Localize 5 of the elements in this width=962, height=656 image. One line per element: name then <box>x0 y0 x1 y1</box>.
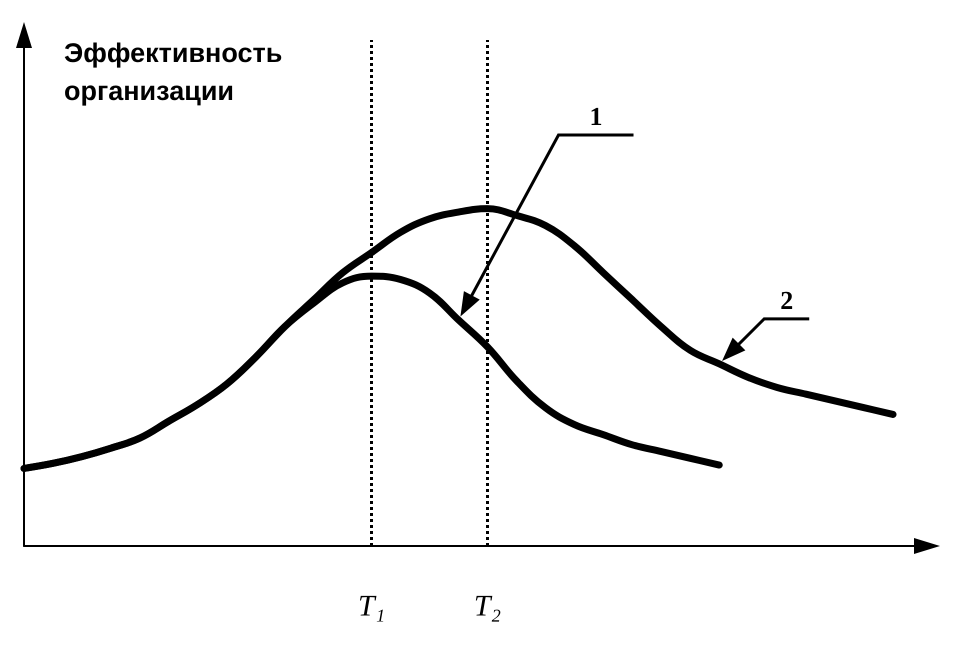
y-axis-title: Эффективность организации <box>64 38 282 106</box>
text: 1 <box>590 102 603 131</box>
text: 2 <box>780 286 794 315</box>
x-tick-label: T₁ <box>358 590 386 622</box>
x-tick-label: T₂ <box>474 590 502 622</box>
